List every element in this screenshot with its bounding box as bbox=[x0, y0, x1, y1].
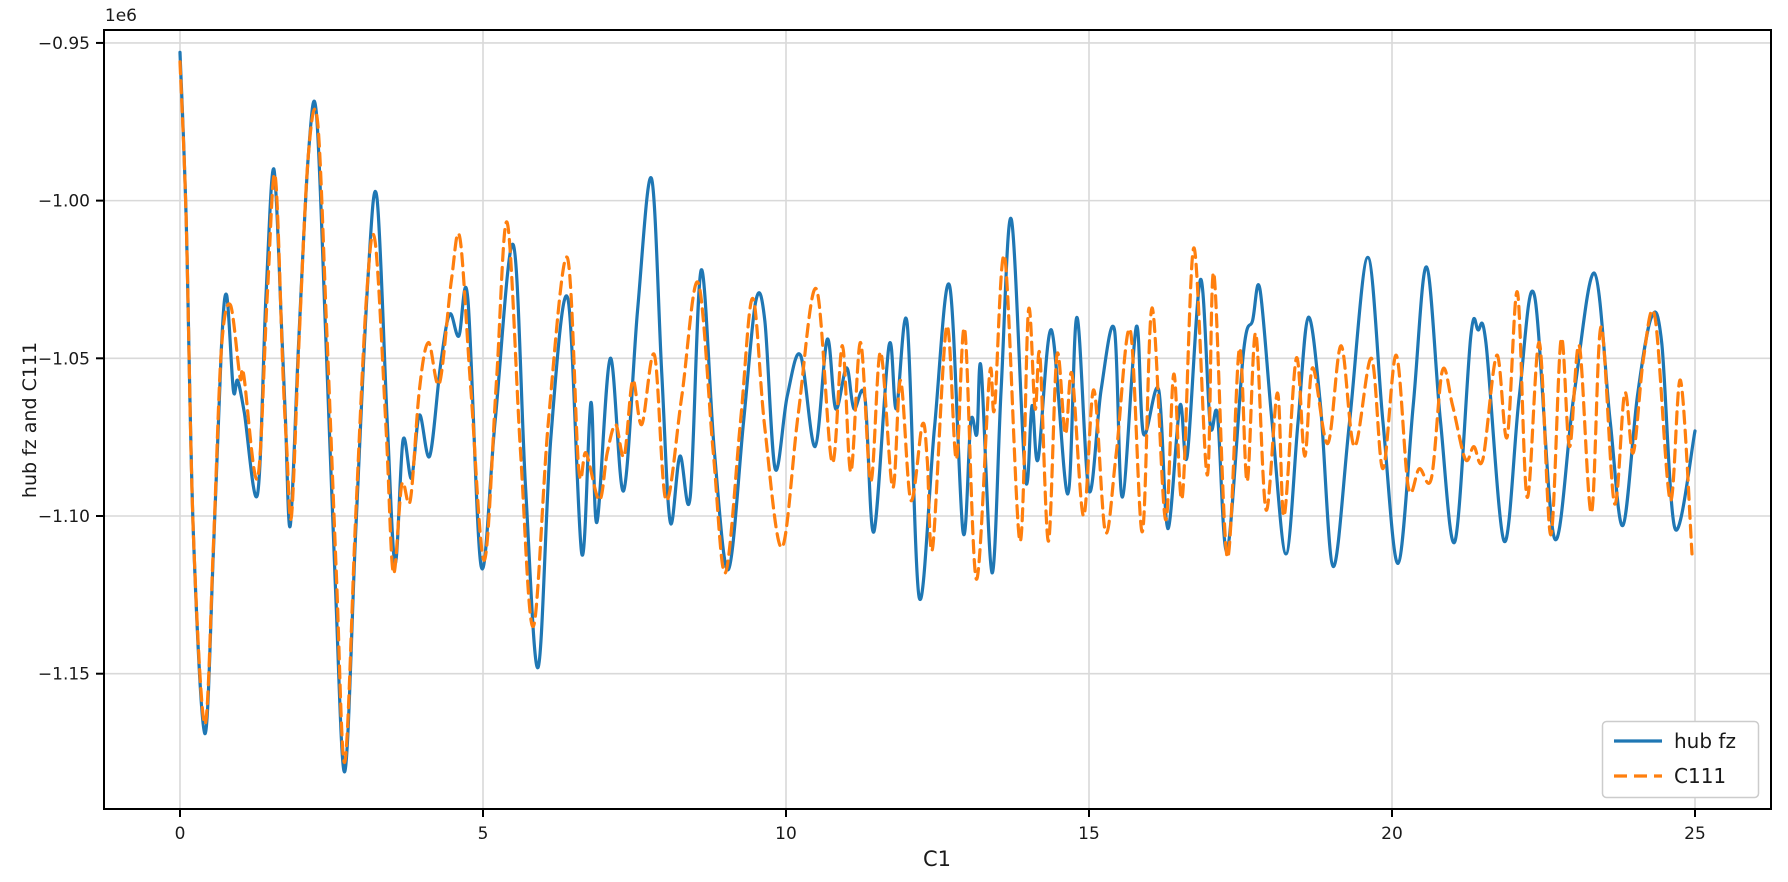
y-tick-label: −1.10 bbox=[38, 507, 90, 527]
legend: hub fz C111 bbox=[1601, 720, 1760, 799]
x-tick-label: 15 bbox=[1078, 824, 1100, 844]
y-axis-label: hub fz and C111 bbox=[19, 342, 41, 498]
series-c111 bbox=[178, 60, 1694, 764]
y-tick-label: −1.00 bbox=[38, 192, 90, 212]
x-tick-label: 0 bbox=[175, 824, 186, 844]
series-lines bbox=[178, 50, 1697, 774]
legend-label-hub-fz: hub fz bbox=[1674, 729, 1736, 753]
plot-frame bbox=[103, 29, 1772, 810]
y-tick-label: −1.05 bbox=[38, 349, 90, 369]
axis-ticks: 0 5 10 15 20 25 −0.95 −1.00 −1.05 −1.10 −1.15 bbox=[38, 34, 1706, 844]
x-tick-label: 5 bbox=[478, 824, 489, 844]
offset-text: 1e6 bbox=[105, 6, 137, 26]
series-hub-fz bbox=[178, 50, 1697, 774]
x-axis-label: C1 bbox=[923, 847, 951, 871]
x-tick-label: 20 bbox=[1381, 824, 1403, 844]
legend-label-c111: C111 bbox=[1674, 764, 1726, 788]
x-tick-label: 25 bbox=[1684, 824, 1706, 844]
x-tick-label: 10 bbox=[775, 824, 797, 844]
gridlines bbox=[104, 30, 1771, 809]
y-tick-label: −1.15 bbox=[38, 665, 90, 685]
y-tick-label: −0.95 bbox=[38, 34, 90, 54]
